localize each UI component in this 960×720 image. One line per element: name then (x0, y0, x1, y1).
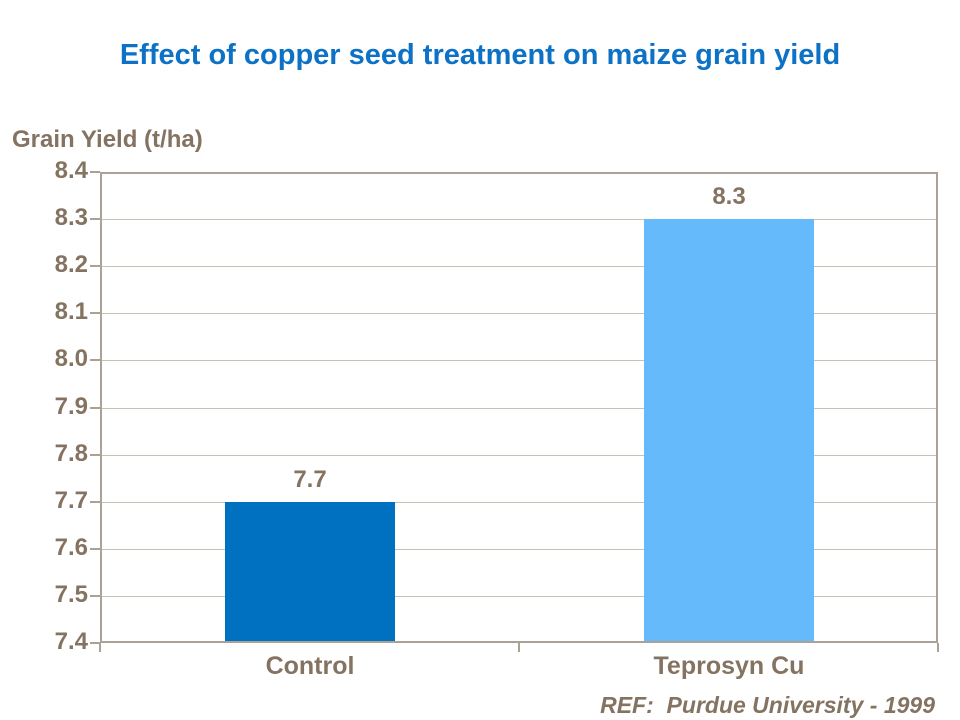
y-tick-label: 7.5 (54, 581, 88, 608)
y-tick-mark (90, 501, 100, 503)
y-tick-mark (90, 359, 100, 361)
gridline (102, 219, 936, 220)
y-tick-mark (90, 218, 100, 220)
y-tick-label: 8.0 (54, 345, 88, 372)
x-category-label: Control (265, 652, 355, 680)
bar-control (225, 502, 395, 641)
y-axis-title: Grain Yield (t/ha) (12, 126, 203, 153)
x-tick-mark (99, 643, 101, 652)
y-tick-mark (90, 595, 100, 597)
y-tick-label: 8.2 (54, 251, 88, 278)
x-category-label: Teprosyn Cu (653, 652, 805, 680)
gridline (102, 502, 936, 503)
y-tick-label: 7.9 (54, 393, 88, 420)
gridline (102, 313, 936, 314)
y-tick-mark (90, 312, 100, 314)
gridline (102, 549, 936, 550)
y-tick-label: 8.4 (54, 157, 88, 184)
gridline (102, 596, 936, 597)
bar-value-label: 7.7 (293, 466, 327, 493)
y-tick-mark (90, 171, 100, 173)
bar-value-label: 8.3 (712, 183, 746, 210)
y-tick-mark (90, 642, 100, 644)
gridline (102, 408, 936, 409)
gridline (102, 455, 936, 456)
x-tick-mark (518, 643, 520, 652)
y-tick-label: 7.4 (54, 628, 88, 655)
gridline (102, 266, 936, 267)
chart-title: Effect of copper seed treatment on maize… (119, 39, 841, 71)
y-tick-label: 7.6 (54, 534, 88, 561)
reference-text: REF: Purdue University - 1999 (600, 692, 935, 718)
y-tick-mark (90, 407, 100, 409)
y-tick-label: 8.1 (54, 298, 88, 325)
y-tick-mark (90, 548, 100, 550)
y-tick-mark (90, 454, 100, 456)
x-tick-mark (937, 643, 939, 652)
y-tick-label: 7.8 (54, 440, 88, 467)
bar-teprosyn-cu (644, 219, 814, 641)
gridline (102, 360, 936, 361)
y-tick-mark (90, 265, 100, 267)
y-tick-label: 8.3 (54, 204, 88, 231)
y-tick-label: 7.7 (54, 487, 88, 514)
